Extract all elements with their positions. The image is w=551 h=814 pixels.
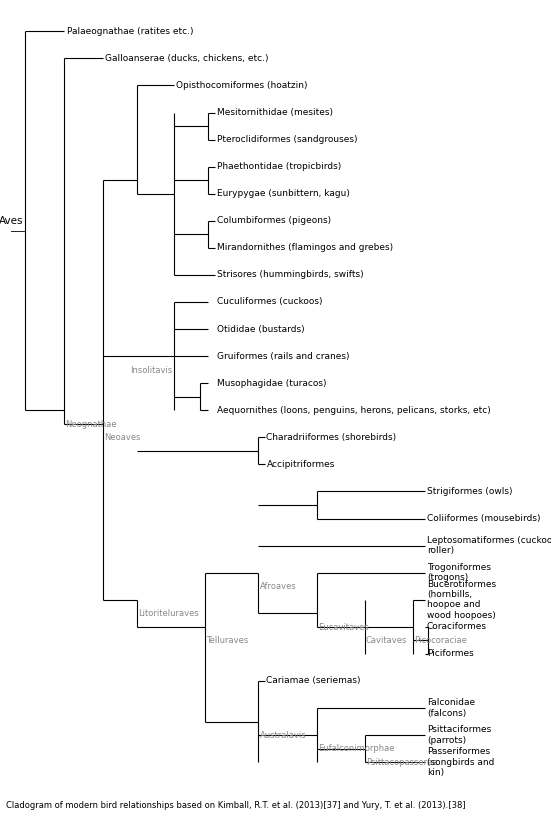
Text: Picocoraciae: Picocoraciae xyxy=(414,637,467,646)
Text: Neoaves: Neoaves xyxy=(104,433,141,442)
Text: Gruiformes (rails and cranes): Gruiformes (rails and cranes) xyxy=(217,352,349,361)
Text: Mesitornithidae (mesites): Mesitornithidae (mesites) xyxy=(217,108,333,117)
Text: Neognathae: Neognathae xyxy=(66,420,117,429)
Text: Otididae (bustards): Otididae (bustards) xyxy=(217,325,304,334)
Text: Leptosomatiformes (cuckoo
roller): Leptosomatiformes (cuckoo roller) xyxy=(427,536,551,555)
Text: Litoriteluraves: Litoriteluraves xyxy=(138,609,199,618)
Text: Psittacopasserae: Psittacopasserae xyxy=(366,758,437,767)
Text: Cuculiformes (cuckoos): Cuculiformes (cuckoos) xyxy=(217,297,322,307)
Text: Psittaciformes
(parrots): Psittaciformes (parrots) xyxy=(427,725,491,745)
Text: Opisthocomiformes (hoatzin): Opisthocomiformes (hoatzin) xyxy=(176,81,307,90)
Text: Strisores (hummingbirds, swifts): Strisores (hummingbirds, swifts) xyxy=(217,270,364,279)
Text: Australavis: Australavis xyxy=(260,731,306,740)
Text: Trogoniformes
(trogons): Trogoniformes (trogons) xyxy=(427,563,491,582)
Text: Passeriformes
(songbirds and
kin): Passeriformes (songbirds and kin) xyxy=(427,747,494,777)
Text: Pteroclidiformes (sandgrouses): Pteroclidiformes (sandgrouses) xyxy=(217,135,357,144)
Text: Accipitriformes: Accipitriformes xyxy=(267,460,335,469)
Text: Telluraves: Telluraves xyxy=(206,637,249,646)
Text: Cladogram of modern bird relationships based on Kimball, R.T. et al. (2013)[37] : Cladogram of modern bird relationships b… xyxy=(6,801,465,810)
Text: Charadriiformes (shorebirds): Charadriiformes (shorebirds) xyxy=(267,433,397,442)
Text: Aves: Aves xyxy=(0,216,24,225)
Text: Columbiformes (pigeons): Columbiformes (pigeons) xyxy=(217,217,331,225)
Text: Coliiformes (mousebirds): Coliiformes (mousebirds) xyxy=(427,514,541,523)
Text: Insolitavis: Insolitavis xyxy=(130,365,172,374)
Text: Piciformes: Piciformes xyxy=(427,650,474,659)
Text: Palaeognathae (ratites etc.): Palaeognathae (ratites etc.) xyxy=(67,27,193,36)
Text: Cariamae (seriemas): Cariamae (seriemas) xyxy=(267,676,361,685)
Text: Strigiformes (owls): Strigiformes (owls) xyxy=(427,487,512,496)
Text: Eucavitaves: Eucavitaves xyxy=(318,623,369,632)
Text: Phaethontidae (tropicbirds): Phaethontidae (tropicbirds) xyxy=(217,162,341,171)
Text: Eurypygae (sunbittern, kagu): Eurypygae (sunbittern, kagu) xyxy=(217,189,350,199)
Text: Bucerotiformes
(hornbills,
hoopoe and
wood hoopoes): Bucerotiformes (hornbills, hoopoe and wo… xyxy=(427,580,496,619)
Text: Mirandornithes (flamingos and grebes): Mirandornithes (flamingos and grebes) xyxy=(217,243,393,252)
Text: Afroaves: Afroaves xyxy=(260,582,296,591)
Text: Galloanserae (ducks, chickens, etc.): Galloanserae (ducks, chickens, etc.) xyxy=(105,54,268,63)
Text: Aequornithes (loons, penguins, herons, pelicans, storks, etc): Aequornithes (loons, penguins, herons, p… xyxy=(217,405,490,415)
Text: Coraciformes: Coraciformes xyxy=(427,622,487,632)
Text: Musophagidae (turacos): Musophagidae (turacos) xyxy=(217,379,326,387)
Text: Falconidae
(falcons): Falconidae (falcons) xyxy=(427,698,475,718)
Text: Cavitaves: Cavitaves xyxy=(366,637,407,646)
Text: Eufalconimorphae: Eufalconimorphae xyxy=(318,745,395,754)
